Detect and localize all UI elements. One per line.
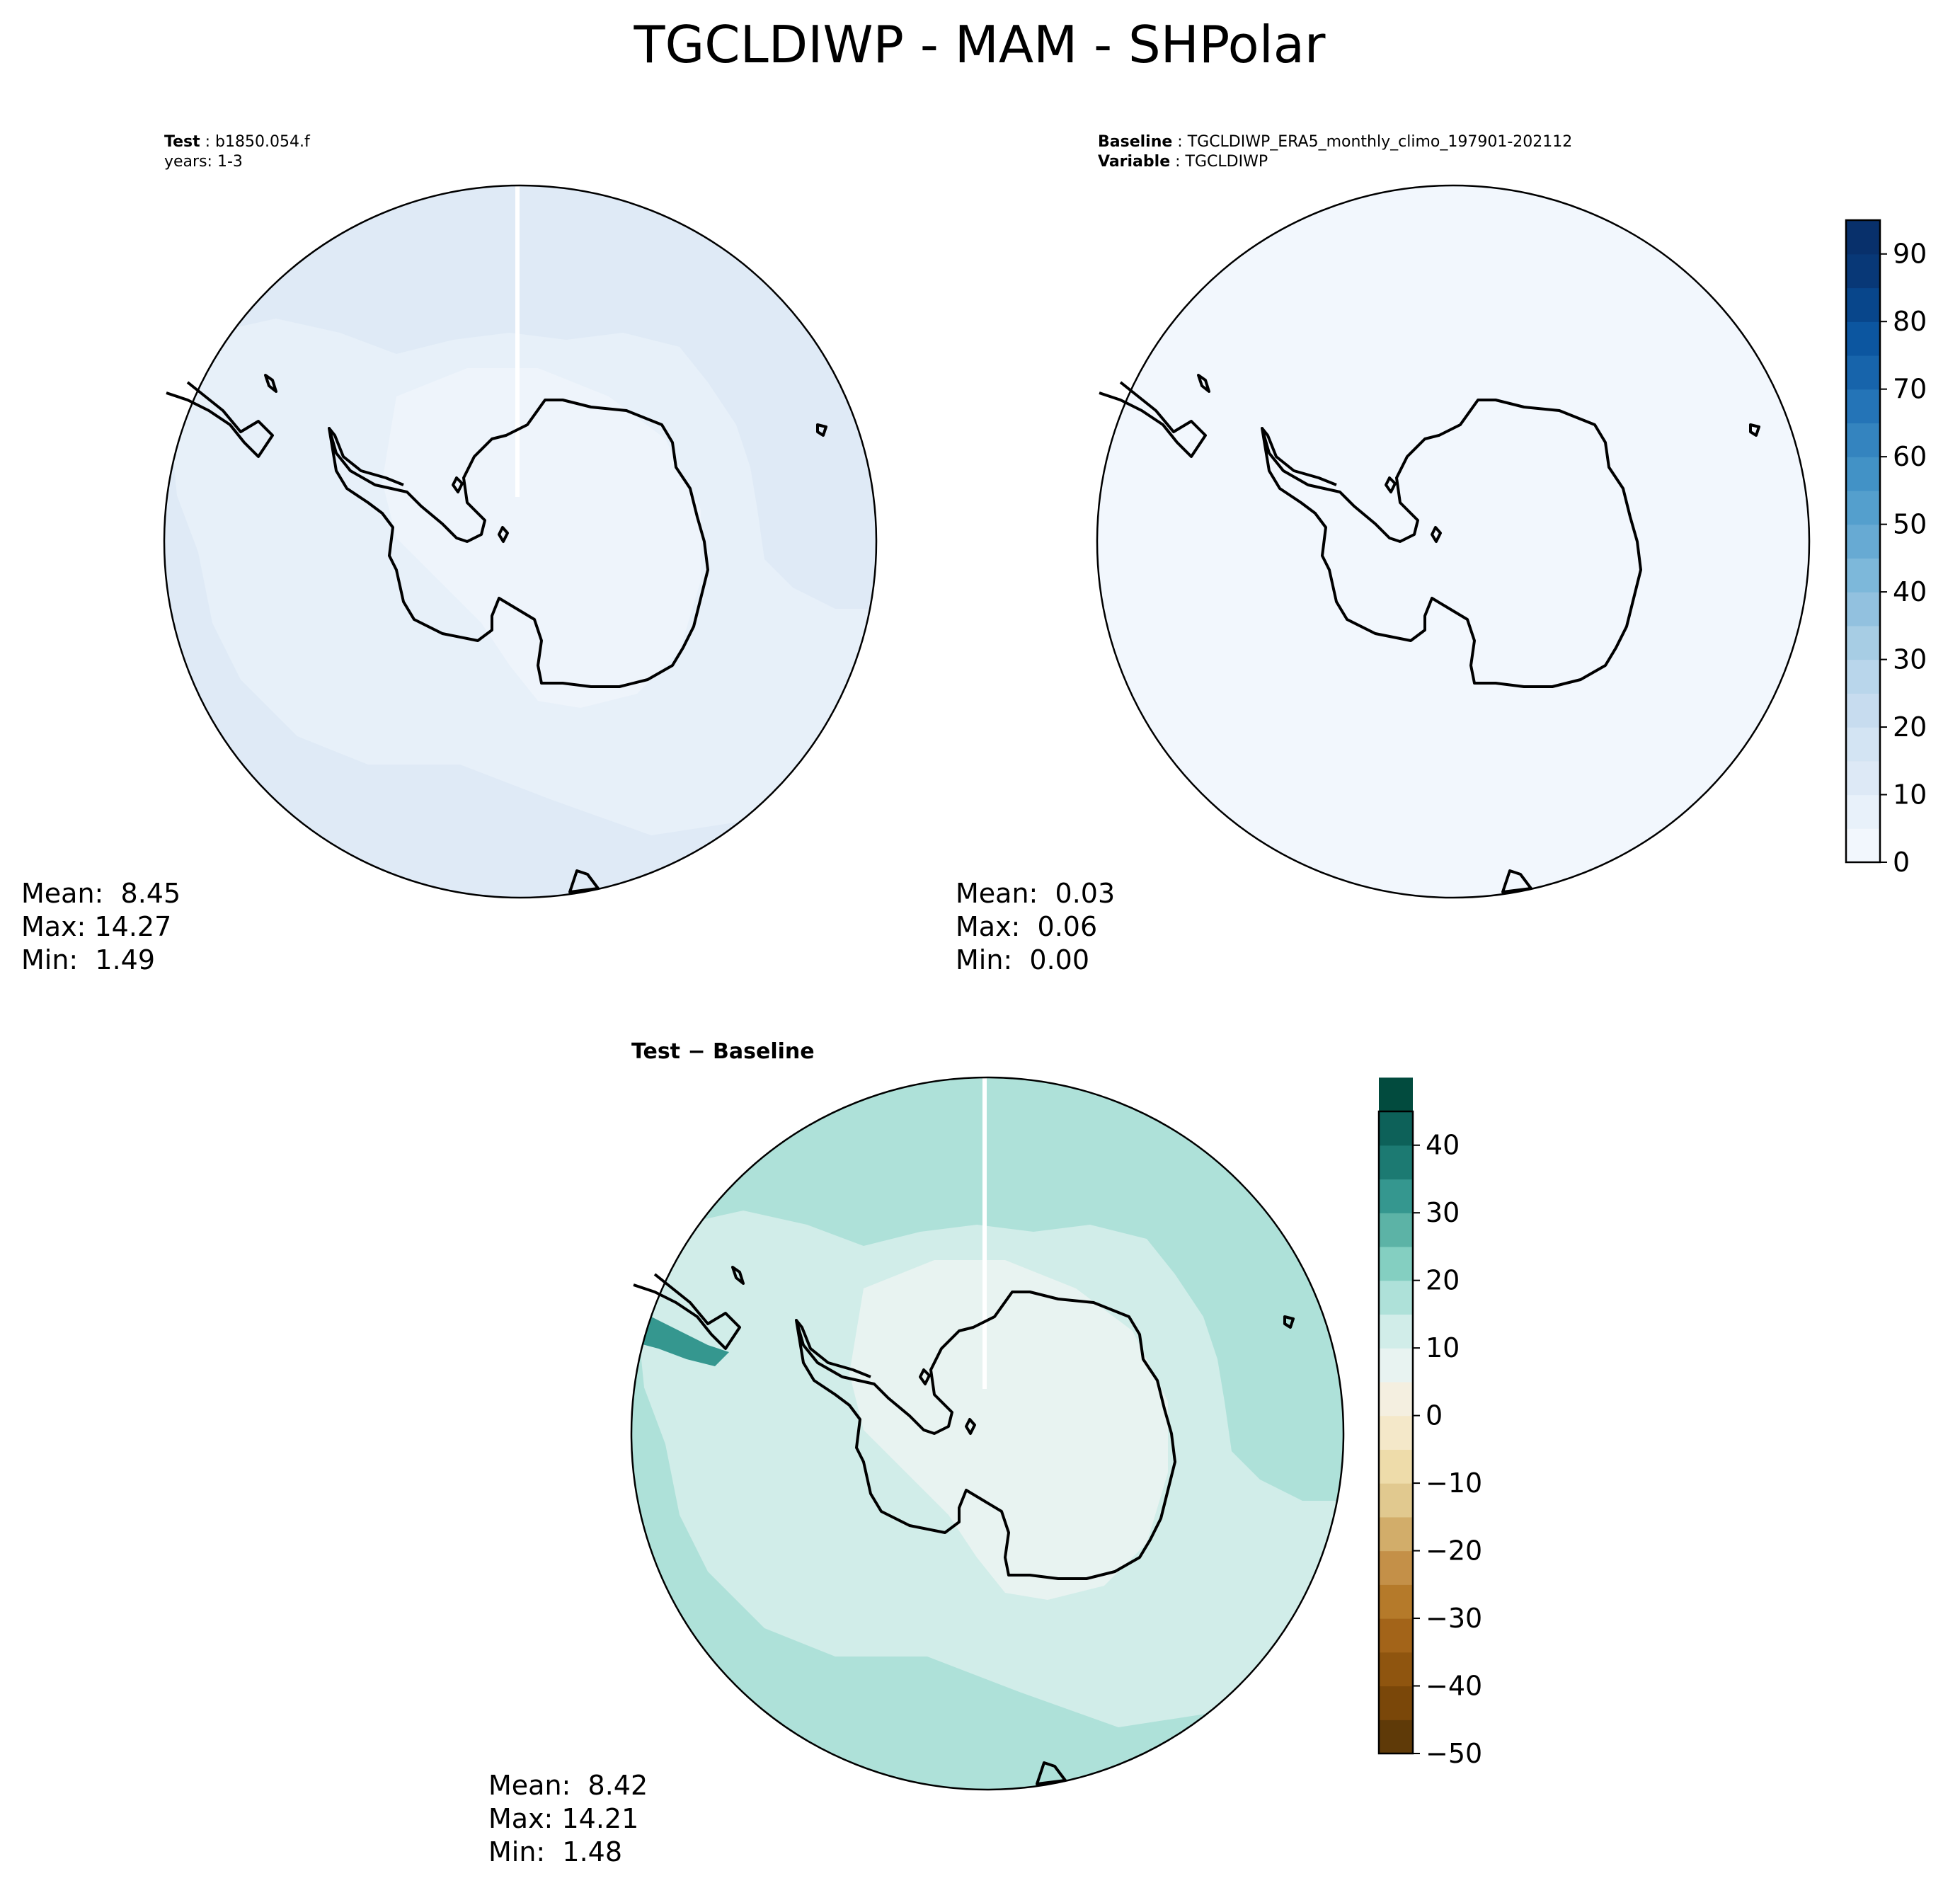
test-title-line-1: Test : b1850.054.f <box>164 133 311 151</box>
baseline-colorbar-tick-label: 60 <box>1893 441 1927 472</box>
difference-colorbar-tick-label: 20 <box>1426 1265 1460 1296</box>
difference-colorbar-tick-label: 40 <box>1426 1130 1460 1161</box>
difference-colorbar-segment <box>1379 1381 1413 1417</box>
difference-colorbar-tick-label: 10 <box>1426 1332 1460 1363</box>
baseline-colorbar-segment <box>1846 457 1880 491</box>
difference-title: Test − Baseline <box>631 1039 815 1064</box>
baseline-colorbar-tick-label: 20 <box>1893 711 1927 743</box>
baseline-title-line-2: Variable : TGCLDIWP <box>1098 153 1268 171</box>
difference-stats-max: Max: 14.21 <box>488 1803 638 1834</box>
difference-colorbar-segment <box>1379 1348 1413 1383</box>
baseline-colorbar-outline <box>1845 219 1881 864</box>
baseline-colorbar-tick-label: 10 <box>1893 779 1927 811</box>
baseline-stats-min: Min: 0.00 <box>956 944 1089 976</box>
baseline-colorbar-segment <box>1846 625 1880 660</box>
baseline-colorbar-segment <box>1846 287 1880 322</box>
baseline-colorbar-segment <box>1846 253 1880 289</box>
difference-colorbar-outline <box>1377 1110 1414 1755</box>
difference-colorbar-tick-label: −10 <box>1426 1468 1482 1499</box>
difference-colorbar-segment <box>1379 1652 1413 1687</box>
baseline-colorbar: 0 10 20 30 40 50 60 70 80 90 <box>1845 219 1927 878</box>
difference-colorbar-segment <box>1379 1111 1413 1146</box>
difference-colorbar-segment <box>1379 1280 1413 1315</box>
difference-colorbar-tick-label: −40 <box>1426 1671 1482 1702</box>
baseline-stats-mean: Mean: 0.03 <box>956 878 1115 909</box>
panel-difference: Test − Baseline Mean: 8.42 Max: 14.21 Mi… <box>488 1039 1482 1867</box>
difference-colorbar-segment <box>1379 1516 1413 1552</box>
baseline-colorbar-tick-label: 80 <box>1893 306 1927 337</box>
difference-map-boundary <box>630 1076 1345 1791</box>
difference-colorbar-segment <box>1379 1246 1413 1281</box>
baseline-colorbar-tick-label: 50 <box>1893 509 1927 540</box>
difference-colorbar-segment <box>1379 1179 1413 1213</box>
baseline-stats-max: Max: 0.06 <box>956 911 1097 942</box>
baseline-colorbar-segment <box>1846 490 1880 525</box>
baseline-colorbar-segment <box>1846 423 1880 457</box>
baseline-map-boundary <box>1096 184 1811 899</box>
baseline-colorbar-segment <box>1846 727 1880 762</box>
test-stats-min: Min: 1.49 <box>21 944 155 976</box>
baseline-title-line-1: Baseline : TGCLDIWP_ERA5_monthly_climo_1… <box>1098 133 1572 151</box>
difference-colorbar-tick-label: 0 <box>1426 1400 1443 1431</box>
test-stats-mean: Mean: 8.45 <box>21 878 180 909</box>
difference-colorbar-segment <box>1379 1449 1413 1484</box>
difference-colorbar-segment <box>1379 1550 1413 1585</box>
difference-colorbar-tick-label: 30 <box>1426 1197 1460 1228</box>
baseline-colorbar-tick-label: 40 <box>1893 576 1927 607</box>
difference-stats-mean: Mean: 8.42 <box>488 1770 648 1801</box>
baseline-colorbar-segment <box>1846 389 1880 424</box>
difference-colorbar-tick-label: −30 <box>1426 1603 1482 1634</box>
baseline-colorbar-tick-label: 30 <box>1893 644 1927 675</box>
panel-test: Test : b1850.054.f years: 1-3 Mean: 8.45… <box>21 133 878 976</box>
difference-colorbar-segment <box>1379 1145 1413 1180</box>
baseline-colorbar-segment <box>1846 220 1880 255</box>
test-map-field <box>164 185 876 898</box>
baseline-colorbar-segment <box>1846 321 1880 356</box>
difference-colorbar-segment <box>1379 1483 1413 1518</box>
baseline-colorbar-segment <box>1846 558 1880 593</box>
test-map-boundary <box>163 184 878 899</box>
panel-baseline: Baseline : TGCLDIWP_ERA5_monthly_climo_1… <box>956 133 1927 976</box>
difference-stats-min: Min: 1.48 <box>488 1836 622 1867</box>
baseline-colorbar-segment <box>1846 592 1880 627</box>
difference-colorbar-segment <box>1379 1686 1413 1720</box>
difference-colorbar-segment <box>1379 1314 1413 1349</box>
baseline-colorbar-segment <box>1846 760 1880 796</box>
difference-colorbar-segment <box>1379 1213 1413 1247</box>
baseline-colorbar-segment <box>1846 355 1880 390</box>
test-title-line-2: years: 1-3 <box>164 153 243 171</box>
difference-colorbar-tick-label: −20 <box>1426 1535 1482 1567</box>
baseline-colorbar-segment <box>1846 693 1880 728</box>
difference-colorbar-segment <box>1379 1584 1413 1619</box>
difference-colorbar-segment <box>1379 1415 1413 1450</box>
difference-map-field <box>631 1077 1343 1790</box>
test-stats-max: Max: 14.27 <box>21 911 171 942</box>
difference-colorbar: −50 −40 −30 −20 −10 0 10 20 30 40 <box>1377 1077 1482 1769</box>
figure-title: TGCLDIWP - MAM - SHPolar <box>634 15 1326 74</box>
baseline-colorbar-segment <box>1846 828 1880 863</box>
baseline-colorbar-tick-label: 70 <box>1893 374 1927 405</box>
difference-colorbar-tick-label: −50 <box>1426 1738 1482 1769</box>
baseline-colorbar-segment <box>1846 524 1880 559</box>
baseline-colorbar-tick-label: 0 <box>1893 847 1910 878</box>
difference-colorbar-segment <box>1379 1618 1413 1653</box>
difference-colorbar-segment <box>1379 1077 1413 1112</box>
baseline-colorbar-segment <box>1846 794 1880 829</box>
baseline-colorbar-segment <box>1846 659 1880 694</box>
baseline-colorbar-tick-label: 90 <box>1893 239 1927 270</box>
difference-colorbar-segment <box>1379 1720 1413 1754</box>
baseline-map-field <box>1097 185 1809 898</box>
